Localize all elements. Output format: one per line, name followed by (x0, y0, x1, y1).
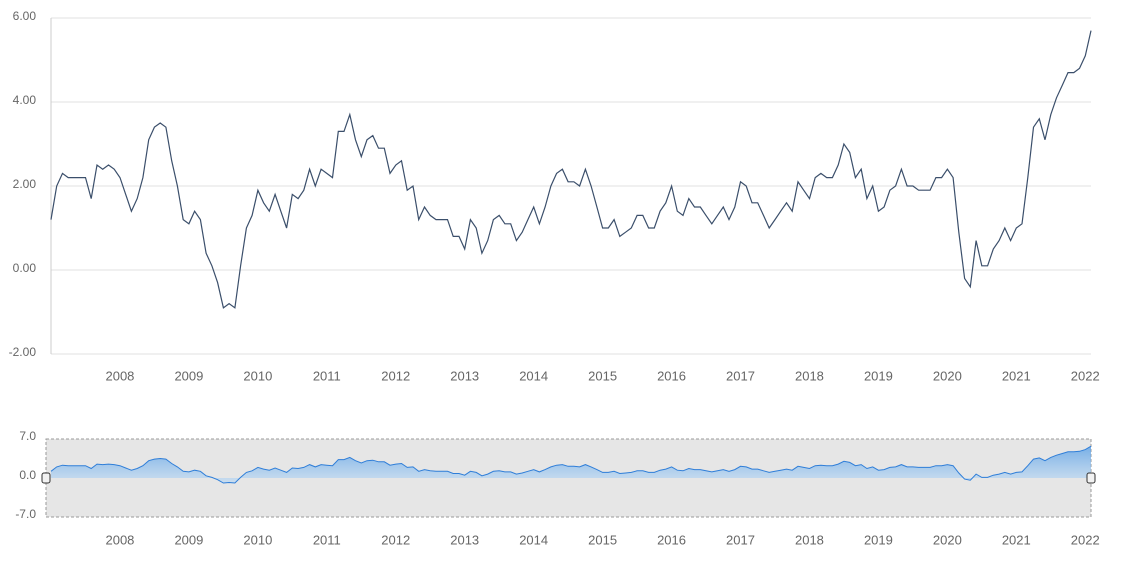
x-tick-label: 2014 (519, 368, 548, 383)
navigator-x-tick-label: 2015 (588, 532, 617, 547)
x-tick-label: 2008 (105, 368, 134, 383)
navigator-x-tick-label: 2008 (105, 532, 134, 547)
navigator-x-tick-label: 2014 (519, 532, 548, 547)
x-tick-label: 2015 (588, 368, 617, 383)
navigator-handle[interactable] (1086, 472, 1096, 484)
navigator-line (50, 445, 1092, 484)
navigator-x-tick-label: 2010 (243, 532, 272, 547)
navigator-x-tick-label: 2018 (795, 532, 824, 547)
x-tick-label: 2010 (243, 368, 272, 383)
navigator-x-tick-label: 2020 (933, 532, 962, 547)
x-tick-label: 2016 (657, 368, 686, 383)
data-line (50, 30, 1092, 309)
x-tick-label: 2020 (933, 368, 962, 383)
navigator-x-tick-label: 2017 (726, 532, 755, 547)
navigator-x-tick-label: 2019 (864, 532, 893, 547)
navigator-area (51, 446, 1091, 483)
x-tick-label: 2009 (174, 368, 203, 383)
y-tick-label: 4.00 (13, 93, 37, 107)
x-tick-label: 2022 (1071, 368, 1100, 383)
navigator-y-tick-label: 7.0 (19, 429, 36, 443)
x-tick-label: 2013 (450, 368, 479, 383)
x-tick-label: 2012 (381, 368, 410, 383)
y-tick-label: 6.00 (13, 9, 37, 23)
navigator-x-tick-label: 2016 (657, 532, 686, 547)
y-tick-label: -2.00 (9, 345, 37, 359)
y-tick-label: 2.00 (13, 177, 37, 191)
x-tick-label: 2011 (313, 368, 341, 383)
navigator-x-tick-label: 2011 (313, 532, 341, 547)
navigator-x-tick-label: 2022 (1071, 532, 1100, 547)
navigator-x-tick-label: 2021 (1002, 532, 1031, 547)
navigator-y-tick-label: 0.0 (19, 468, 36, 482)
navigator-y-tick-label: -7.0 (15, 507, 36, 521)
x-tick-label: 2018 (795, 368, 824, 383)
navigator-handle[interactable] (41, 472, 51, 484)
x-tick-label: 2019 (864, 368, 893, 383)
x-tick-label: 2021 (1002, 368, 1031, 383)
y-tick-label: 0.00 (13, 261, 37, 275)
navigator-x-tick-label: 2013 (450, 532, 479, 547)
x-tick-label: 2017 (726, 368, 755, 383)
navigator-x-tick-label: 2012 (381, 532, 410, 547)
navigator-x-tick-label: 2009 (174, 532, 203, 547)
